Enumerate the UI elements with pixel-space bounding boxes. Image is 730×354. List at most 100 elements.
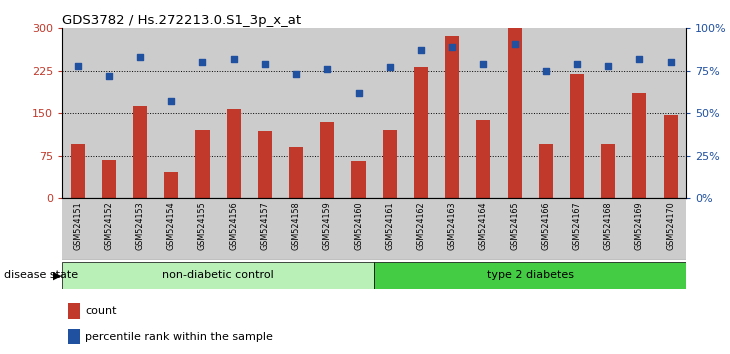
Text: GSM524170: GSM524170 [666,201,675,250]
Text: GSM524153: GSM524153 [136,201,145,250]
Bar [437,28,468,198]
Text: GSM524167: GSM524167 [572,201,582,250]
Bar [405,28,437,198]
Bar [320,122,334,198]
Bar [93,28,124,198]
Bar [624,28,655,198]
Bar [62,28,93,198]
Point [134,55,146,60]
Point [540,68,552,74]
Text: disease state: disease state [4,270,78,280]
Point [446,44,458,50]
Bar [71,144,85,198]
Bar [93,198,124,260]
Point [602,63,614,69]
Bar [602,144,615,198]
Point [291,72,302,77]
Bar [280,198,312,260]
Point [72,63,83,69]
Bar [593,198,624,260]
Point [509,41,520,46]
Text: GSM524164: GSM524164 [479,201,488,250]
Bar [352,161,366,198]
Bar [414,67,428,198]
Bar [664,115,677,198]
Text: GSM524154: GSM524154 [166,201,176,250]
Point [477,61,489,67]
Bar [155,198,187,260]
Bar [437,198,468,260]
Bar [530,28,561,198]
Bar [343,28,374,198]
Bar [196,130,210,198]
Bar [468,198,499,260]
Text: count: count [85,306,117,316]
Bar [655,28,686,198]
Text: non-diabetic control: non-diabetic control [162,270,274,280]
Bar [312,198,343,260]
Text: GSM524151: GSM524151 [73,201,82,250]
Bar [218,28,250,198]
Bar [218,198,250,260]
Bar [312,28,343,198]
Bar [561,28,593,198]
Text: percentile rank within the sample: percentile rank within the sample [85,332,273,342]
Bar [561,198,593,260]
Bar [539,144,553,198]
Point [259,61,271,67]
Text: type 2 diabetes: type 2 diabetes [487,270,574,280]
Bar [227,109,241,198]
Bar [133,106,147,198]
Bar [507,28,521,198]
Bar [624,198,655,260]
Bar [69,329,80,344]
Text: GSM524152: GSM524152 [104,201,113,250]
Text: GSM524160: GSM524160 [354,201,363,250]
Bar [570,74,584,198]
Bar [499,198,530,260]
Bar [249,198,280,260]
Bar [383,130,396,198]
Bar [655,198,686,260]
Text: GSM524169: GSM524169 [635,201,644,250]
Text: GSM524157: GSM524157 [261,201,269,250]
Text: GSM524156: GSM524156 [229,201,238,250]
Bar [187,28,218,198]
Bar [124,198,155,260]
Text: GDS3782 / Hs.272213.0.S1_3p_x_at: GDS3782 / Hs.272213.0.S1_3p_x_at [62,14,301,27]
Bar [477,120,491,198]
Bar [69,303,80,319]
Point [665,59,677,65]
Text: GSM524158: GSM524158 [291,201,301,250]
Text: GSM524161: GSM524161 [385,201,394,250]
Text: GSM524163: GSM524163 [447,201,457,250]
Text: ▶: ▶ [53,270,62,280]
Point [634,56,645,62]
Bar [632,93,646,198]
Bar [62,262,374,289]
Bar [280,28,312,198]
Point [321,66,333,72]
Point [196,59,208,65]
Bar [249,28,280,198]
Point [415,47,427,53]
Point [166,98,177,104]
Point [571,61,583,67]
Bar [374,262,686,289]
Bar [258,131,272,198]
Bar [445,36,459,198]
Text: GSM524165: GSM524165 [510,201,519,250]
Bar [405,198,437,260]
Bar [289,147,303,198]
Text: GSM524168: GSM524168 [604,201,612,250]
Text: GSM524166: GSM524166 [541,201,550,250]
Bar [124,28,155,198]
Bar [374,28,405,198]
Bar [374,198,405,260]
Bar [102,160,116,198]
Bar [530,198,561,260]
Point [384,64,396,70]
Bar [62,198,93,260]
Bar [343,198,374,260]
Point [103,73,115,79]
